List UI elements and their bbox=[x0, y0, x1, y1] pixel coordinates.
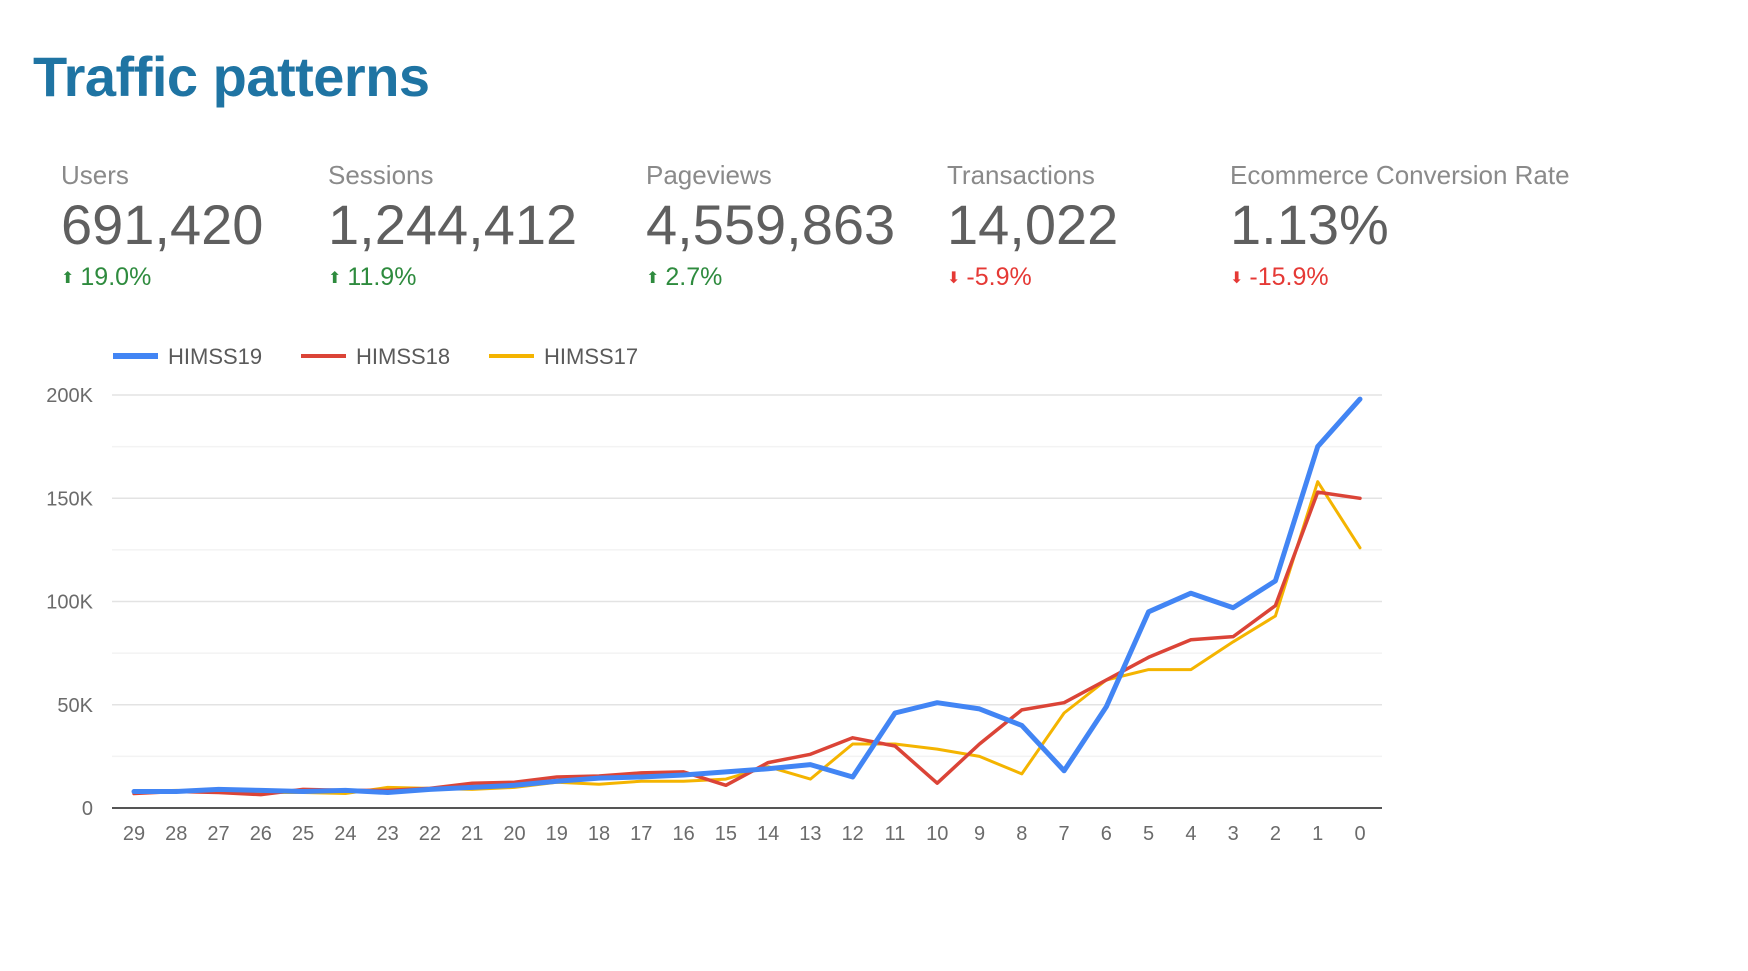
metric-label: Pageviews bbox=[646, 160, 772, 190]
metric-conversion-rate: Ecommerce Conversion Rate 1.13% ⬇ -15.9% bbox=[1230, 160, 1570, 292]
x-tick-label: 20 bbox=[503, 823, 525, 845]
series-line-himss18 bbox=[132, 490, 1362, 797]
metric-delta: ⬆ 11.9% bbox=[328, 263, 577, 292]
x-tick-label: 14 bbox=[757, 823, 779, 845]
metric-delta: ⬇ -5.9% bbox=[947, 263, 1118, 292]
y-tick-label: 200K bbox=[46, 385, 93, 407]
legend-label: HIMSS19 bbox=[168, 344, 262, 369]
x-tick-label: 7 bbox=[1059, 823, 1070, 845]
x-tick-label: 12 bbox=[842, 823, 864, 845]
x-tick-label: 5 bbox=[1143, 823, 1154, 845]
metric-value: 14,022 bbox=[947, 193, 1119, 256]
series-line-himss17 bbox=[132, 480, 1362, 795]
y-tick-label: 50K bbox=[57, 695, 93, 717]
x-tick-label: 15 bbox=[715, 823, 737, 845]
metric-transactions: Transactions 14,022 ⬇ -5.9% bbox=[947, 160, 1118, 292]
metric-pageviews: Pageviews 4,559,863 ⬆ 2.7% bbox=[646, 160, 895, 292]
y-tick-label: 100K bbox=[46, 592, 93, 614]
arrow-down-icon: ⬇ bbox=[947, 269, 961, 287]
legend-label: HIMSS17 bbox=[544, 344, 638, 369]
metric-delta: ⬆ 2.7% bbox=[646, 263, 895, 292]
metric-label: Ecommerce Conversion Rate bbox=[1230, 160, 1570, 190]
x-tick-label: 13 bbox=[799, 823, 821, 845]
metric-label: Sessions bbox=[328, 160, 434, 190]
arrow-up-icon: ⬆ bbox=[328, 269, 342, 287]
x-tick-label: 25 bbox=[292, 823, 314, 845]
metric-value: 1.13% bbox=[1230, 193, 1389, 256]
x-tick-label: 0 bbox=[1354, 823, 1365, 845]
metric-value: 4,559,863 bbox=[646, 193, 896, 256]
x-tick-label: 19 bbox=[546, 823, 568, 845]
page-title: Traffic patterns bbox=[33, 45, 430, 108]
metric-users: Users 691,420 ⬆ 19.0% bbox=[61, 160, 263, 292]
metric-delta-value: -5.9% bbox=[966, 263, 1032, 291]
x-tick-label: 8 bbox=[1016, 823, 1027, 845]
x-tick-label: 9 bbox=[974, 823, 985, 845]
metric-delta: ⬇ -15.9% bbox=[1230, 263, 1570, 292]
x-tick-label: 3 bbox=[1228, 823, 1239, 845]
series-line-himss19 bbox=[131, 396, 1363, 795]
metric-delta-value: 11.9% bbox=[347, 263, 417, 291]
metric-value: 1,244,412 bbox=[328, 193, 578, 256]
x-tick-label: 27 bbox=[207, 823, 229, 845]
x-tick-label: 4 bbox=[1185, 823, 1196, 845]
x-tick-label: 26 bbox=[250, 823, 272, 845]
arrow-up-icon: ⬆ bbox=[646, 269, 660, 287]
metric-label: Users bbox=[61, 160, 129, 190]
metric-sessions: Sessions 1,244,412 ⬆ 11.9% bbox=[328, 160, 577, 292]
x-tick-label: 16 bbox=[672, 823, 694, 845]
arrow-down-icon: ⬇ bbox=[1230, 269, 1244, 287]
y-tick-label: 150K bbox=[46, 488, 93, 510]
x-tick-label: 29 bbox=[123, 823, 145, 845]
x-tick-label: 10 bbox=[926, 823, 948, 845]
metric-value: 691,420 bbox=[61, 193, 264, 256]
metric-label: Transactions bbox=[947, 160, 1095, 190]
x-tick-label: 6 bbox=[1101, 823, 1112, 845]
metric-delta: ⬆ 19.0% bbox=[61, 263, 263, 292]
x-tick-label: 2 bbox=[1270, 823, 1281, 845]
metric-delta-value: 2.7% bbox=[665, 263, 723, 291]
x-tick-label: 23 bbox=[377, 823, 399, 845]
x-tick-label: 21 bbox=[461, 823, 483, 845]
x-tick-label: 24 bbox=[334, 823, 356, 845]
x-tick-label: 17 bbox=[630, 823, 652, 845]
legend-label: HIMSS18 bbox=[356, 344, 450, 369]
x-tick-label: 11 bbox=[885, 823, 906, 845]
metric-delta-value: -15.9% bbox=[1249, 263, 1329, 291]
x-tick-label: 1 bbox=[1312, 823, 1323, 845]
y-tick-label: 0 bbox=[82, 798, 93, 820]
x-tick-label: 28 bbox=[165, 823, 187, 845]
metric-delta-value: 19.0% bbox=[80, 263, 152, 291]
arrow-up-icon: ⬆ bbox=[61, 269, 75, 287]
x-tick-label: 22 bbox=[419, 823, 441, 845]
x-tick-label: 18 bbox=[588, 823, 610, 845]
